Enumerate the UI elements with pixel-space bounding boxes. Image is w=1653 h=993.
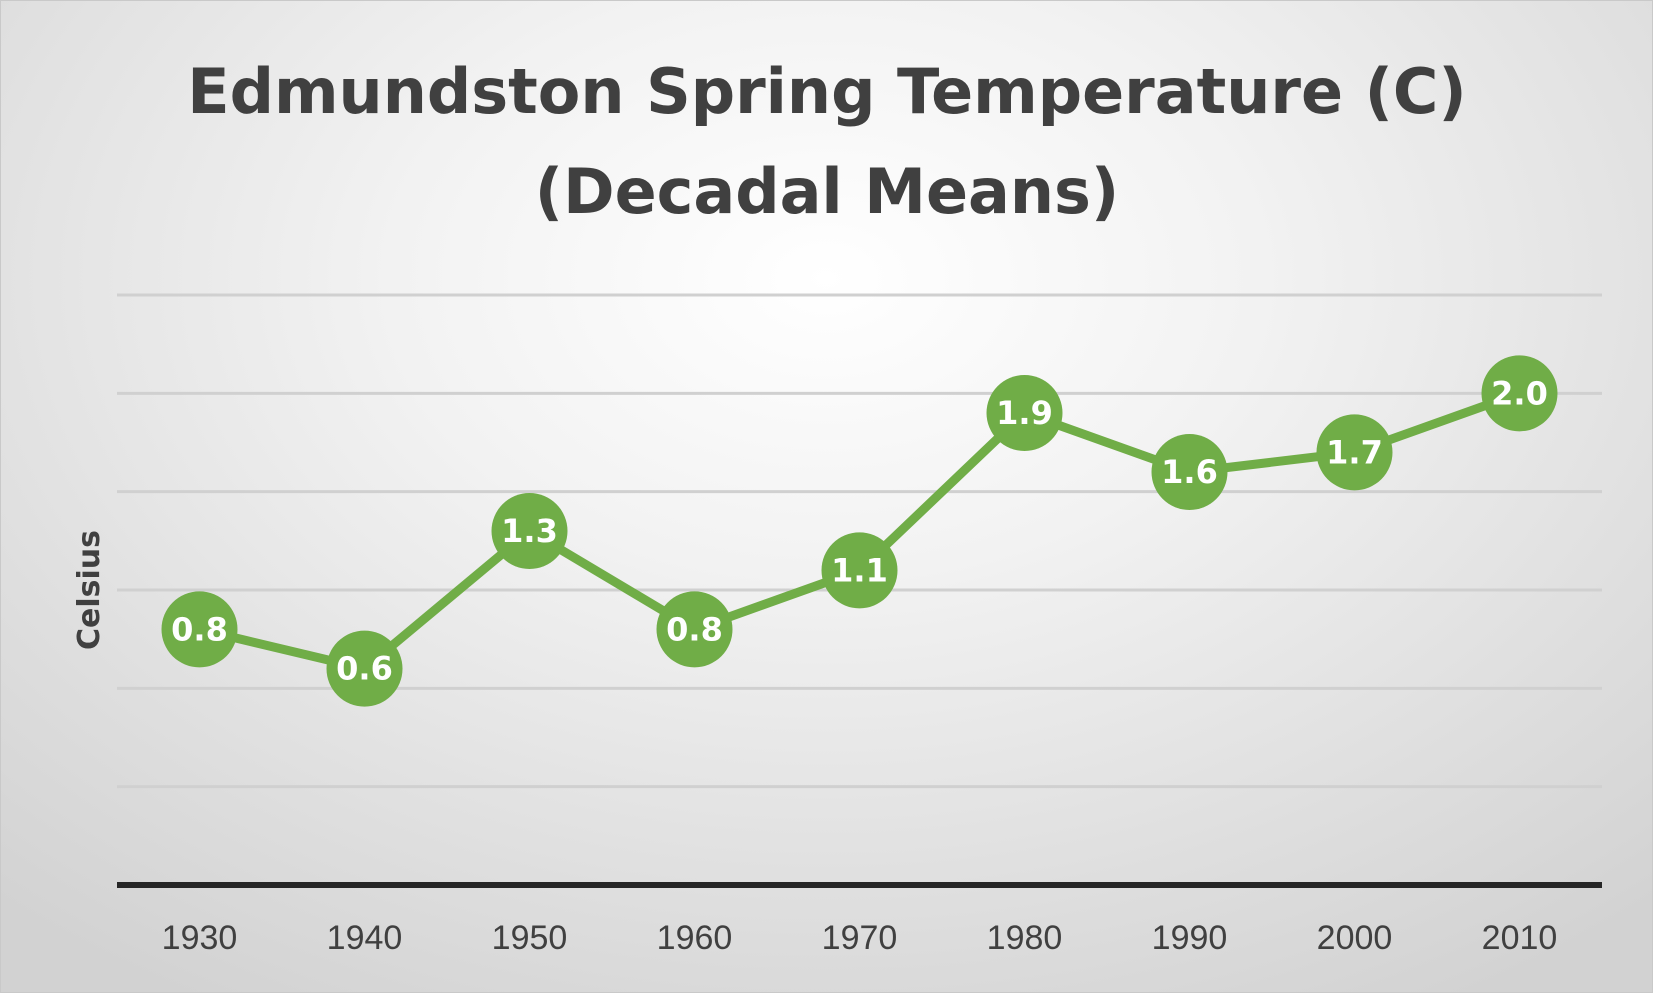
data-label-1930: 0.8 bbox=[171, 610, 228, 648]
data-point-2000 bbox=[1316, 414, 1393, 491]
data-point-1980 bbox=[986, 375, 1063, 451]
data-markers: 0.8 0.6 1.3 0.8 1.1 1.9 1.6 1.7 2.0 bbox=[161, 355, 1558, 707]
data-label-1940: 0.6 bbox=[336, 650, 393, 688]
data-label-2000: 1.7 bbox=[1326, 433, 1383, 471]
x-tick-label-1950: 1950 bbox=[492, 919, 568, 957]
x-tick-label-1990: 1990 bbox=[1152, 919, 1228, 957]
x-tick-label-1980: 1980 bbox=[987, 919, 1063, 957]
data-label-1950: 1.3 bbox=[501, 512, 558, 550]
y-axis-label: Celsius bbox=[72, 530, 107, 650]
chart-title: Edmundston Spring Temperature (C) (Decad… bbox=[187, 55, 1467, 228]
data-point-1940 bbox=[326, 630, 403, 707]
data-label-2010: 2.0 bbox=[1491, 374, 1548, 412]
data-label-1990: 1.6 bbox=[1161, 453, 1218, 491]
x-tick-label-1970: 1970 bbox=[822, 919, 898, 957]
data-point-2010 bbox=[1481, 355, 1558, 432]
x-tick-label-1930: 1930 bbox=[162, 919, 238, 957]
chart-title-line-1: Edmundston Spring Temperature (C) bbox=[187, 55, 1467, 128]
x-tick-labels: 1930 1940 1950 1960 1970 1980 1990 2000 2010 bbox=[162, 919, 1558, 957]
data-point-1990 bbox=[1151, 434, 1228, 510]
data-point-1960 bbox=[656, 591, 733, 668]
x-tick-label-1960: 1960 bbox=[657, 919, 733, 957]
data-label-1960: 0.8 bbox=[666, 610, 723, 648]
x-tick-label-2010: 2010 bbox=[1482, 919, 1558, 957]
data-label-1980: 1.9 bbox=[996, 394, 1053, 432]
data-point-1970 bbox=[821, 532, 898, 609]
chart-title-line-2: (Decadal Means) bbox=[535, 155, 1119, 228]
data-point-1930 bbox=[161, 591, 238, 668]
x-tick-label-1940: 1940 bbox=[327, 919, 403, 957]
data-point-1950 bbox=[491, 493, 568, 569]
data-label-1970: 1.1 bbox=[831, 551, 888, 589]
x-tick-label-2000: 2000 bbox=[1317, 919, 1393, 957]
